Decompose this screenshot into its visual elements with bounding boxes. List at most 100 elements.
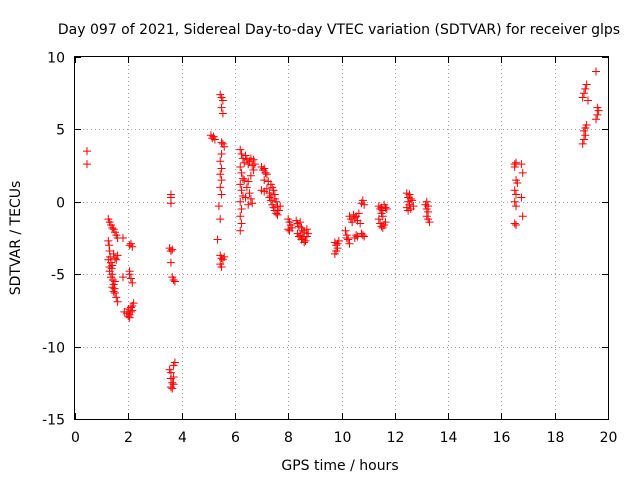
data-point (276, 202, 285, 211)
data-point (578, 93, 587, 102)
x-tick-label: 0 (71, 430, 80, 446)
data-point (216, 157, 225, 166)
data-point (125, 267, 134, 276)
data-point (341, 226, 350, 235)
data-point (301, 236, 310, 245)
data-point (262, 184, 271, 193)
data-point (354, 209, 363, 218)
data-points (82, 67, 603, 393)
data-point (113, 251, 122, 260)
data-point (236, 212, 245, 221)
x-tick-label: 20 (600, 430, 618, 446)
x-tick-label: 12 (387, 430, 405, 446)
data-point (166, 199, 175, 208)
data-point (166, 247, 175, 256)
data-point (236, 226, 245, 235)
data-point (510, 163, 519, 172)
data-point (512, 220, 521, 229)
data-point (118, 273, 127, 282)
data-point (422, 197, 431, 206)
data-point (512, 202, 521, 211)
data-point (424, 202, 433, 211)
data-point (510, 197, 519, 206)
data-point (217, 262, 226, 271)
data-point (261, 168, 270, 177)
data-point (300, 238, 309, 247)
data-point (237, 205, 246, 214)
data-point (108, 283, 117, 292)
data-point (82, 160, 91, 169)
data-point (274, 206, 283, 215)
data-point (581, 84, 590, 93)
data-point (578, 139, 587, 148)
data-point (246, 194, 255, 203)
data-point (168, 384, 177, 393)
data-point (166, 258, 175, 267)
data-point (236, 197, 245, 206)
data-point (333, 239, 342, 248)
data-point (238, 174, 247, 183)
data-point (244, 200, 253, 209)
data-point (236, 163, 245, 172)
data-point (512, 190, 521, 199)
data-point (237, 219, 246, 228)
data-point (220, 142, 229, 151)
data-point (510, 219, 519, 228)
data-point (356, 219, 365, 228)
data-point (214, 202, 223, 211)
data-point (260, 176, 269, 185)
data-point (169, 373, 178, 382)
data-point (518, 168, 527, 177)
data-point (236, 180, 245, 189)
data-point (128, 242, 137, 251)
data-point (348, 218, 357, 227)
y-tick-label: 0 (56, 196, 65, 212)
y-axis-label: SDTVAR / TECUs (8, 181, 24, 296)
data-point (592, 115, 601, 124)
data-point (118, 234, 127, 242)
data-point (273, 210, 282, 219)
data-point (409, 202, 418, 211)
data-point (109, 287, 118, 296)
data-point (405, 190, 414, 199)
data-point (113, 297, 122, 306)
chart-title: Day 097 of 2021, Sidereal Day-to-day VTE… (58, 22, 620, 38)
x-tick-label: 14 (440, 430, 458, 446)
data-point (272, 197, 281, 206)
data-point (518, 212, 527, 221)
data-point (220, 252, 229, 261)
data-point (128, 306, 137, 315)
data-point (236, 145, 245, 154)
plot-frame (74, 56, 609, 420)
data-point (580, 89, 589, 98)
data-point (217, 176, 226, 185)
data-point (126, 274, 135, 283)
data-point (264, 177, 273, 186)
data-point (517, 193, 526, 202)
data-point (217, 190, 226, 199)
data-point (237, 150, 246, 159)
data-point (109, 249, 118, 258)
x-tick-label: 4 (178, 430, 187, 446)
data-point (582, 80, 591, 89)
y-tick-label: -10 (42, 341, 65, 357)
y-tick-labels: -15 -10 -5 0 5 10 (42, 51, 65, 429)
data-point (296, 218, 305, 227)
data-point (342, 234, 351, 242)
data-point (128, 278, 137, 287)
data-point (358, 196, 367, 205)
data-point (129, 299, 138, 308)
data-point (169, 380, 178, 389)
axis-ticks (75, 57, 609, 420)
data-point (260, 164, 269, 173)
data-point (262, 170, 271, 179)
data-point (112, 293, 121, 302)
data-point (345, 239, 354, 248)
data-point (245, 189, 254, 198)
y-tick-label: 5 (56, 123, 65, 139)
data-point (125, 310, 134, 319)
x-axis-label: GPS time / hours (281, 458, 398, 474)
data-point (360, 232, 369, 241)
data-point (266, 192, 275, 201)
